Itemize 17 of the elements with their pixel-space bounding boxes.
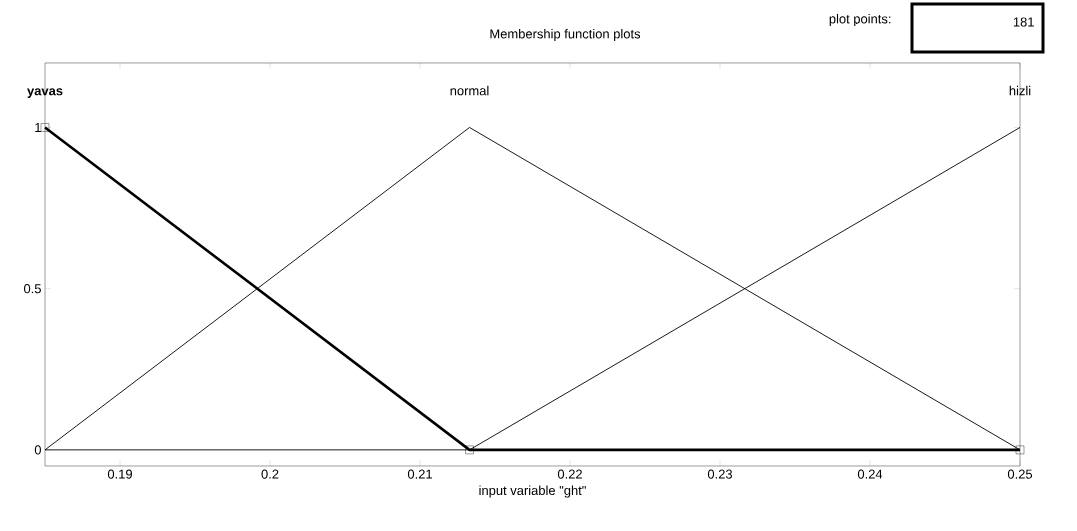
- x-tick-label: 0.23: [707, 469, 733, 479]
- text: 181: [1013, 17, 1034, 27]
- chart-title: Membership function plots: [490, 28, 641, 42]
- y-tick-label: 0: [34, 445, 41, 455]
- x-axis-title: input variable "ght": [479, 485, 586, 498]
- x-tick-label: 0.19: [107, 469, 132, 479]
- x-tick-label: 0.24: [857, 469, 883, 479]
- y-tick-label: 1: [35, 123, 41, 132]
- text: hizli: [1009, 85, 1031, 96]
- text: normal: [450, 85, 489, 96]
- x-tick-label: 0.22: [557, 469, 582, 479]
- y-tick-label: 0.5: [23, 284, 41, 294]
- x-tick-label: 0.21: [407, 469, 432, 479]
- text: plot points:: [829, 13, 891, 27]
- x-tick-label: 0.25: [1007, 469, 1033, 479]
- x-tick-label: 0.2: [261, 469, 279, 479]
- text: yavas: [27, 88, 63, 98]
